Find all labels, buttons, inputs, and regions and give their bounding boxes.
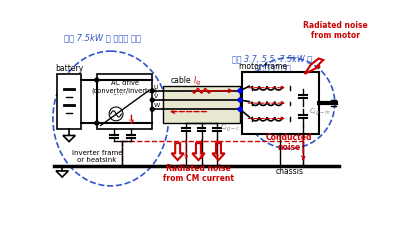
- Text: chassis: chassis: [275, 166, 303, 176]
- Circle shape: [150, 90, 154, 93]
- Text: $C_{lg-m}$: $C_{lg-m}$: [308, 106, 330, 117]
- Circle shape: [95, 79, 99, 83]
- Circle shape: [238, 99, 242, 103]
- Text: cable: cable: [171, 76, 191, 85]
- Text: Conducted
noise: Conducted noise: [266, 132, 312, 152]
- Text: 현재 3.7, 5.5, 7.5kW 급
유도전동기 보유: 현재 3.7, 5.5, 7.5kW 급 유도전동기 보유: [232, 54, 312, 73]
- Text: V: V: [154, 94, 158, 99]
- Bar: [97, 74, 152, 130]
- Circle shape: [95, 122, 99, 126]
- Text: Radiated noise
from CM current: Radiated noise from CM current: [163, 163, 234, 182]
- FancyBboxPatch shape: [163, 87, 240, 124]
- Bar: [57, 74, 81, 130]
- Text: $I_{lg}$: $I_{lg}$: [193, 74, 202, 88]
- Text: AC drive
(converter/inverter): AC drive (converter/inverter): [91, 80, 158, 93]
- Text: motor frame: motor frame: [239, 62, 287, 71]
- Text: U: U: [154, 84, 158, 89]
- Text: $C_{lg-c}$: $C_{lg-c}$: [220, 122, 240, 134]
- Text: W: W: [154, 103, 160, 108]
- Bar: [242, 73, 318, 134]
- Circle shape: [238, 90, 242, 93]
- Text: Radiated noise
from motor: Radiated noise from motor: [303, 20, 368, 40]
- Text: .....: .....: [112, 88, 124, 97]
- Text: Inverter frame
or heatsink: Inverter frame or heatsink: [71, 149, 122, 162]
- Text: battery: battery: [55, 64, 83, 73]
- Circle shape: [150, 108, 154, 112]
- Circle shape: [150, 99, 154, 103]
- Circle shape: [238, 108, 242, 112]
- Text: 현재 7.5kW 급 인버터 보유: 현재 7.5kW 급 인버터 보유: [64, 33, 141, 42]
